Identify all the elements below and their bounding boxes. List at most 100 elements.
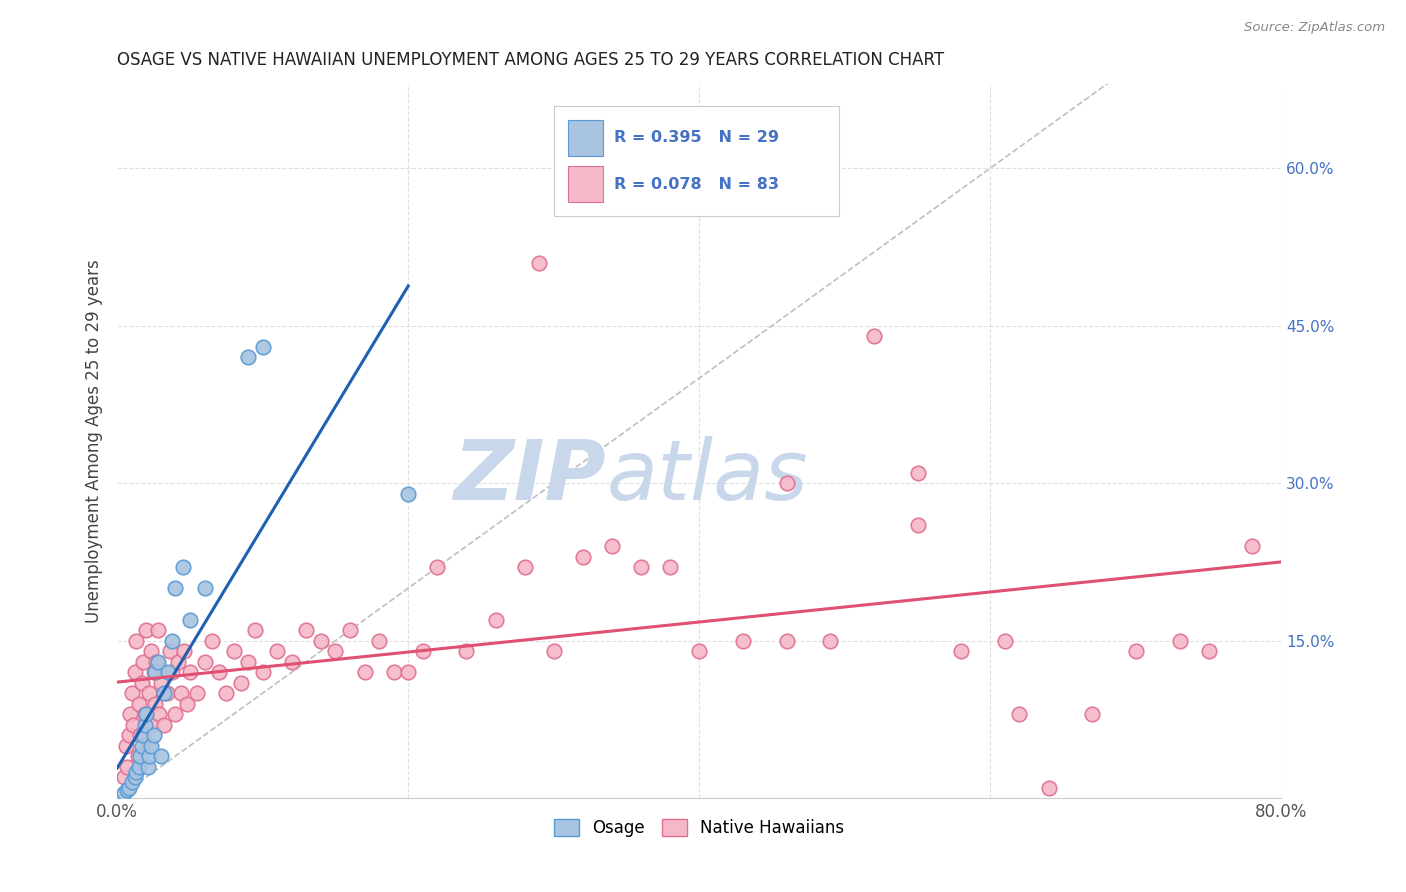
Point	[162, 665, 184, 680]
Point	[820, 633, 842, 648]
Point	[907, 518, 929, 533]
Point	[115, 739, 138, 753]
Point	[1008, 707, 1031, 722]
Point	[128, 697, 150, 711]
Point	[1038, 780, 1060, 795]
Point	[529, 255, 551, 269]
Point	[136, 759, 159, 773]
Point	[688, 644, 710, 658]
Point	[176, 697, 198, 711]
Point	[238, 350, 260, 364]
Point	[134, 717, 156, 731]
Text: atlas: atlas	[606, 436, 808, 517]
Point	[266, 644, 288, 658]
Point	[127, 749, 149, 764]
Point	[132, 728, 155, 742]
Point	[124, 665, 146, 680]
Point	[159, 644, 181, 658]
Point	[353, 665, 375, 680]
Point	[122, 717, 145, 731]
Point	[138, 749, 160, 764]
Point	[731, 633, 754, 648]
Point	[193, 581, 215, 595]
Point	[146, 655, 169, 669]
Point	[172, 560, 194, 574]
Point	[179, 613, 201, 627]
Point	[201, 633, 224, 648]
Legend: Osage, Native Hawaiians: Osage, Native Hawaiians	[547, 812, 851, 843]
Point	[135, 707, 157, 722]
Point	[659, 560, 682, 574]
Point	[295, 623, 318, 637]
Point	[513, 560, 536, 574]
Point	[157, 665, 180, 680]
Point	[141, 717, 163, 731]
Point	[149, 749, 172, 764]
Point	[950, 644, 973, 658]
Point	[139, 644, 162, 658]
Point	[543, 644, 565, 658]
Point	[456, 644, 478, 658]
Point	[1125, 644, 1147, 658]
Point	[121, 775, 143, 789]
Point	[368, 633, 391, 648]
Point	[396, 665, 419, 680]
Point	[128, 759, 150, 773]
Point	[193, 655, 215, 669]
Point	[143, 665, 166, 680]
Point	[121, 686, 143, 700]
Point	[117, 759, 139, 773]
Point	[325, 644, 347, 658]
Point	[124, 770, 146, 784]
Point	[131, 739, 153, 753]
Point	[118, 780, 141, 795]
Point	[131, 675, 153, 690]
Point	[149, 675, 172, 690]
Point	[281, 655, 304, 669]
Point	[114, 786, 136, 800]
Point	[994, 633, 1017, 648]
Point	[125, 633, 148, 648]
Point	[215, 686, 238, 700]
Point	[118, 728, 141, 742]
Point	[152, 686, 174, 700]
Text: Source: ZipAtlas.com: Source: ZipAtlas.com	[1244, 21, 1385, 34]
Point	[1198, 644, 1220, 658]
Point	[156, 686, 179, 700]
Text: ZIP: ZIP	[454, 436, 606, 517]
Point	[134, 707, 156, 722]
Point	[120, 707, 142, 722]
Point	[145, 655, 167, 669]
Point	[136, 739, 159, 753]
Point	[208, 665, 231, 680]
Point	[139, 739, 162, 753]
Point	[129, 749, 152, 764]
Y-axis label: Unemployment Among Ages 25 to 29 years: Unemployment Among Ages 25 to 29 years	[86, 260, 103, 623]
Point	[146, 623, 169, 637]
Point	[142, 665, 165, 680]
Point	[142, 728, 165, 742]
Point	[238, 655, 260, 669]
Point	[426, 560, 449, 574]
Point	[229, 675, 252, 690]
Point	[484, 613, 506, 627]
Point	[396, 486, 419, 500]
Point	[245, 623, 267, 637]
Point	[252, 665, 274, 680]
Point	[775, 633, 797, 648]
Point	[165, 707, 187, 722]
Point	[775, 476, 797, 491]
Point	[186, 686, 208, 700]
FancyBboxPatch shape	[554, 105, 839, 216]
Point	[162, 633, 184, 648]
Point	[863, 329, 886, 343]
Point	[167, 655, 190, 669]
Point	[339, 623, 361, 637]
Point	[630, 560, 652, 574]
Point	[114, 770, 136, 784]
Point	[129, 728, 152, 742]
Point	[138, 686, 160, 700]
FancyBboxPatch shape	[568, 120, 603, 155]
Point	[382, 665, 405, 680]
Point	[132, 655, 155, 669]
